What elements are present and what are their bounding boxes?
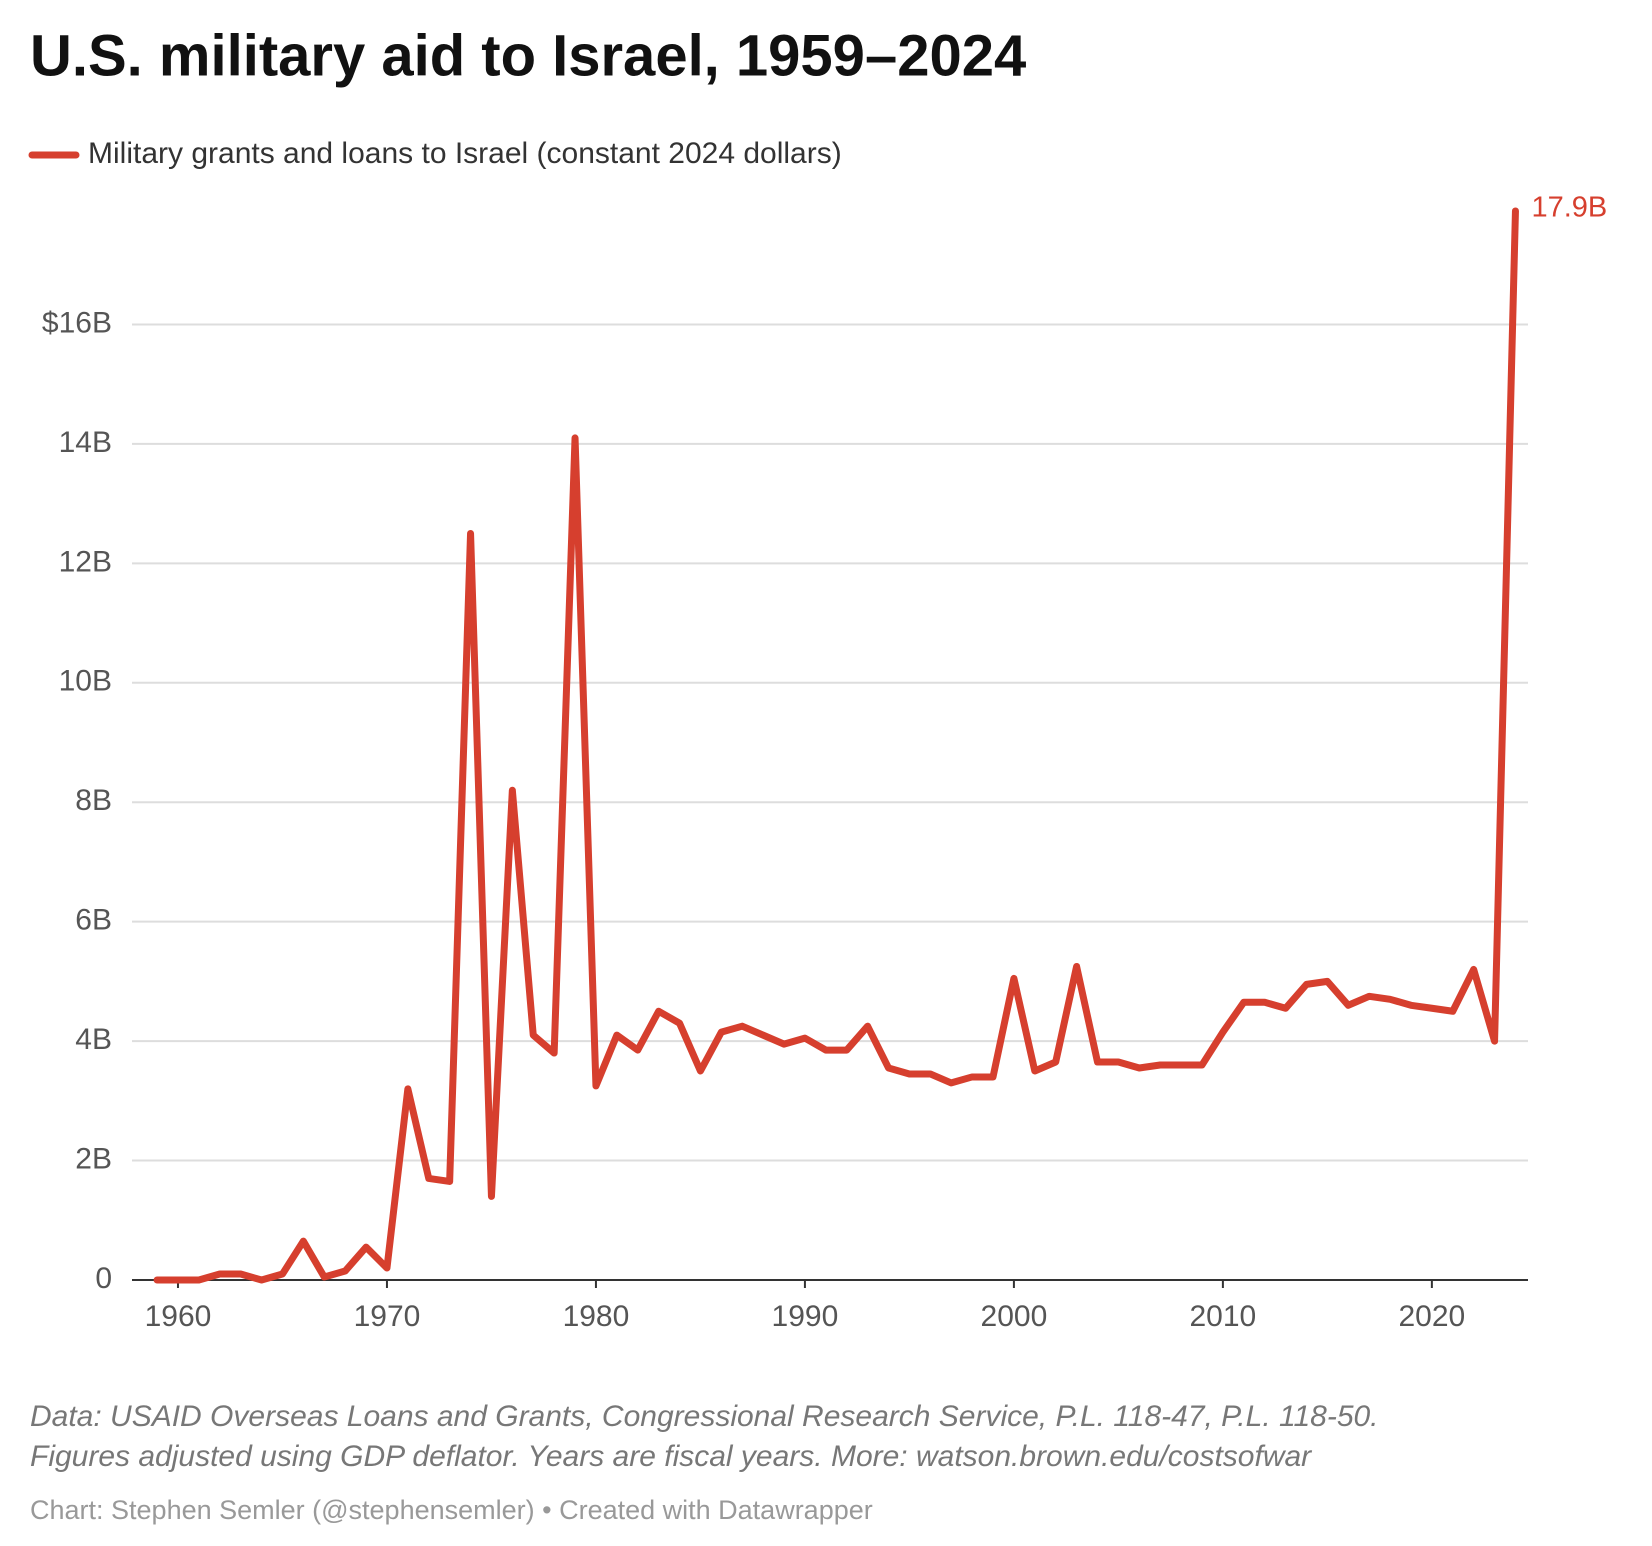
y-tick-label: 10B — [59, 665, 112, 698]
y-tick-label: 12B — [59, 545, 112, 578]
footnote: Data: USAID Overseas Loans and Grants, C… — [30, 1400, 1379, 1433]
y-tick-label: 6B — [75, 904, 112, 937]
x-tick-label: 1970 — [354, 1300, 421, 1333]
credit: Chart: Stephen Semler (@stephensemler) •… — [30, 1495, 873, 1525]
y-tick-label: 8B — [75, 784, 112, 817]
x-tick-label: 1980 — [563, 1300, 630, 1333]
x-tick-label: 2010 — [1190, 1300, 1257, 1333]
footnote: Figures adjusted using GDP deflator. Yea… — [30, 1440, 1312, 1473]
y-tick-label: 2B — [75, 1142, 112, 1175]
x-tick-label: 2000 — [981, 1300, 1048, 1333]
y-tick-label: $16B — [42, 306, 112, 339]
value-label: 17.9B — [1531, 192, 1607, 224]
legend-label: Military grants and loans to Israel (con… — [88, 137, 842, 170]
y-tick-label: 4B — [75, 1023, 112, 1056]
y-tick-label: 14B — [59, 426, 112, 459]
x-tick-label: 2020 — [1398, 1300, 1465, 1333]
y-tick-label: 0 — [95, 1262, 112, 1295]
data-line — [153, 207, 1519, 1284]
chart-title: U.S. military aid to Israel, 1959–2024 — [30, 23, 1026, 88]
x-tick-label: 1960 — [145, 1300, 212, 1333]
x-tick-label: 1990 — [772, 1300, 839, 1333]
